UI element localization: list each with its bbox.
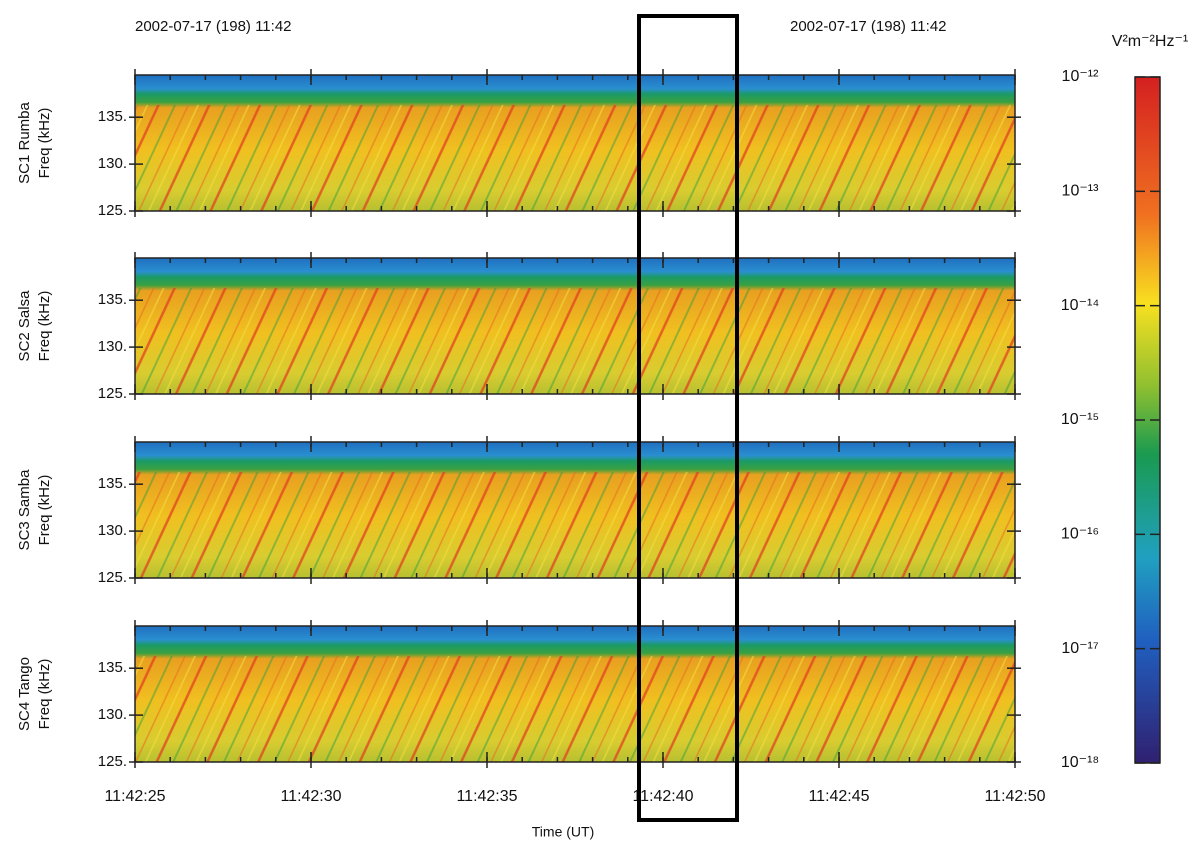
x-tick-label: 11:42:30 — [280, 788, 341, 805]
y-tick-label: 130. — [98, 155, 127, 172]
panel-frame — [134, 441, 1016, 579]
x-tick-label: 11:42:35 — [456, 788, 517, 805]
y-axis-label: Freq (kHz) — [36, 291, 53, 362]
colorbar-tick-label: 10⁻¹³ — [1062, 183, 1100, 200]
x-tick-label: 11:42:50 — [984, 788, 1045, 805]
x-tick-label: 11:42:25 — [104, 788, 165, 805]
header-right: 2002-07-17 (198) 11:42 — [790, 18, 947, 35]
x-axis-label: Time (UT) — [532, 824, 594, 840]
y-tick-label: 135. — [98, 291, 127, 308]
y-tick-label: 125. — [98, 385, 127, 402]
y-tick-label: 135. — [98, 659, 127, 676]
spectrogram-texture — [135, 287, 1015, 394]
y-axis-label: SC1 Rumba — [16, 101, 33, 183]
spectrogram-texture — [135, 655, 1015, 762]
colorbar-tick-label: 10⁻¹⁸ — [1061, 754, 1099, 771]
y-tick-label: 125. — [98, 569, 127, 586]
y-axis-label: Freq (kHz) — [36, 659, 53, 730]
panel-frame — [134, 74, 1016, 212]
colorbar-tick-label: 10⁻¹⁷ — [1061, 640, 1099, 657]
x-tick-label: 11:42:40 — [632, 788, 693, 805]
colorbar-label: V²m⁻²Hz⁻¹ — [1112, 33, 1188, 50]
colorbar-tick-label: 10⁻¹² — [1062, 68, 1100, 85]
y-axis-label: Freq (kHz) — [36, 108, 53, 179]
y-tick-label: 130. — [98, 338, 127, 355]
y-axis-label: SC4 Tango — [16, 657, 33, 731]
highlight-box — [637, 14, 739, 822]
y-tick-label: 135. — [98, 108, 127, 125]
panel-frame — [134, 625, 1016, 763]
y-tick-label: 130. — [98, 522, 127, 539]
spectrogram-texture — [135, 104, 1015, 211]
y-tick-label: 130. — [98, 706, 127, 723]
y-tick-label: 125. — [98, 202, 127, 219]
colorbar-tick-label: 10⁻¹⁴ — [1061, 297, 1100, 314]
spectrogram-texture — [135, 471, 1015, 578]
header-left: 2002-07-17 (198) 11:42 — [135, 18, 292, 35]
colorbar-tick-label: 10⁻¹⁵ — [1061, 411, 1099, 428]
y-tick-label: 125. — [98, 753, 127, 770]
y-axis-label: SC3 Samba — [16, 469, 33, 551]
y-axis-label: SC2 Salsa — [16, 290, 33, 362]
panel-frame — [134, 257, 1016, 395]
x-tick-label: 11:42:45 — [808, 788, 869, 805]
y-tick-label: 135. — [98, 475, 127, 492]
y-axis-label: Freq (kHz) — [36, 475, 53, 546]
colorbar-tick-label: 10⁻¹⁶ — [1061, 526, 1099, 543]
